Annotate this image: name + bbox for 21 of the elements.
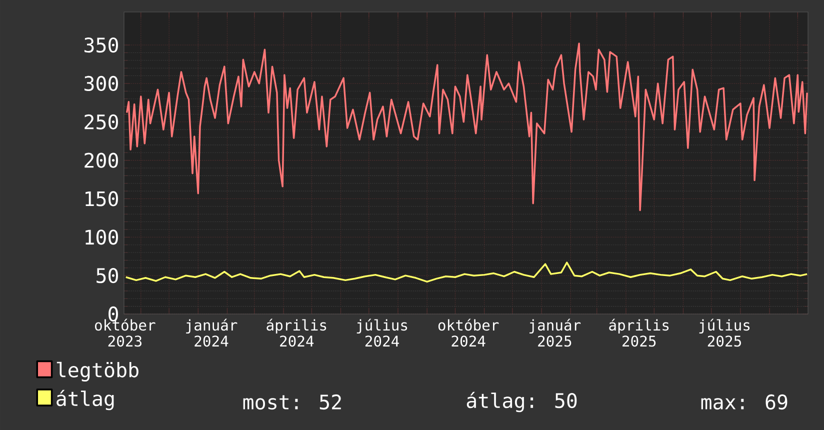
y-tick-label: 200 (84, 152, 118, 168)
line-series (126, 42, 808, 212)
legend-label: átlag (56, 390, 114, 410)
y-tick-label: 150 (86, 191, 118, 206)
y-tick-label: 300 (84, 76, 118, 92)
y-tick-label: 50 (96, 268, 118, 284)
legend-label: legtöbb (56, 362, 138, 382)
text: most: 52 (243, 394, 341, 410)
y-tick-label: 350 (84, 37, 118, 53)
line-series (125, 262, 808, 283)
x-tick-label: április 2025 (609, 318, 669, 347)
y-tick-label: 100 (86, 230, 118, 245)
x-tick-label: január 2024 (186, 318, 238, 347)
x-tick-label: július 2024 (356, 318, 408, 347)
x-tick-label: október 2024 (438, 318, 499, 347)
y-tick-label: 250 (84, 114, 118, 130)
x-tick-label: július 2025 (699, 318, 750, 347)
x-tick-label: január 2025 (530, 318, 581, 347)
text: max: 69 (701, 394, 788, 410)
text: átlag: 50 (466, 392, 577, 412)
x-tick-label: április 2024 (266, 318, 326, 347)
